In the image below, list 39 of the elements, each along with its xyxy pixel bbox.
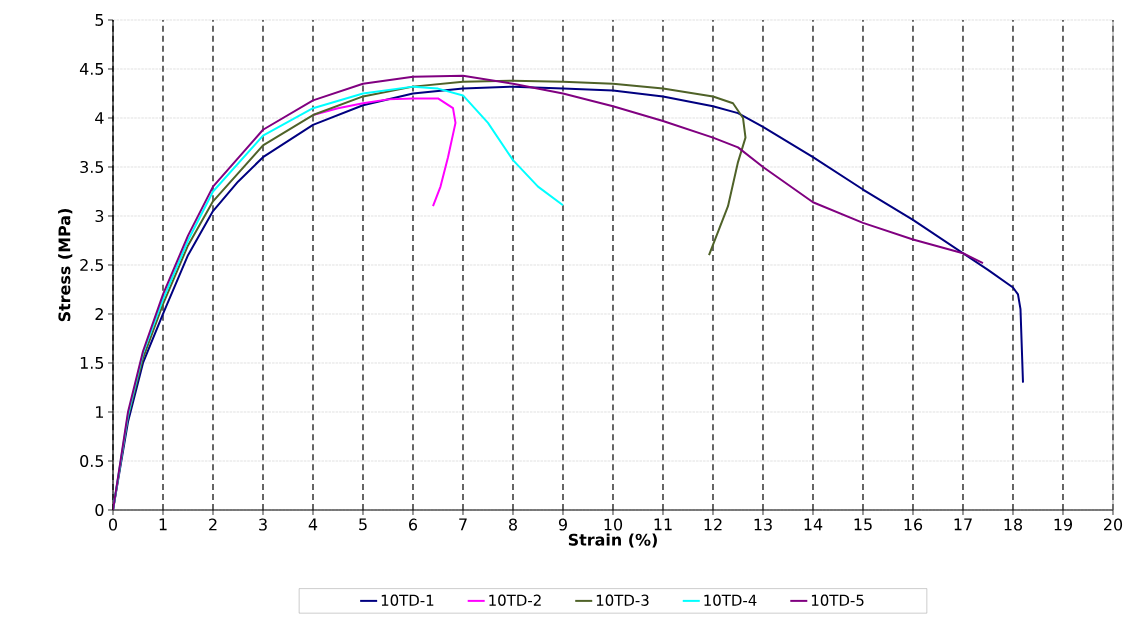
y-tick-label: 1: [96, 406, 104, 418]
legend-label: 10TD-5: [811, 594, 864, 606]
x-axis-title: Strain (%): [568, 533, 657, 548]
x-tick-label: 13: [754, 518, 772, 531]
y-tick-label: 2: [95, 308, 103, 320]
x-tick-label: 9: [558, 518, 567, 531]
x-tick-label: 18: [1004, 518, 1023, 531]
x-tick-label: 8: [509, 518, 517, 531]
x-tick-label: 4: [308, 518, 318, 531]
y-tick-label: 4.5: [79, 63, 104, 75]
legend-label: 10TD-3: [596, 594, 649, 606]
y-tick-label: 2.5: [80, 258, 104, 272]
y-tick-label: 0: [95, 503, 104, 517]
y-tick-label: 3.5: [80, 160, 104, 174]
y-axis-title: Stress (MPa): [58, 208, 73, 322]
x-tick-label: 1: [159, 518, 167, 531]
x-tick-label: 10: [604, 518, 623, 531]
x-tick-label: 20: [1104, 518, 1123, 531]
x-tick-label: 14: [804, 518, 823, 531]
x-tick-label: 7: [459, 518, 467, 531]
legend-label: 10TD-2: [489, 594, 541, 606]
x-tick-label: 11: [654, 518, 672, 531]
x-tick-label: 3: [259, 518, 267, 531]
x-tick-label: 19: [1054, 518, 1072, 531]
x-tick-label: 12: [704, 518, 722, 531]
x-tick-label: 0: [108, 518, 118, 531]
y-tick-label: 1.5: [80, 357, 104, 369]
y-tick-label: 4: [95, 112, 104, 124]
legend-label: 10TD-1: [381, 594, 434, 606]
x-tick-label: 5: [359, 518, 367, 531]
y-tick-label: 3: [95, 209, 104, 223]
x-tick-label: 2: [209, 518, 217, 531]
legend-label: 10TD-4: [704, 594, 757, 606]
y-tick-label: 5: [95, 14, 104, 26]
x-tick-label: 15: [854, 518, 872, 531]
y-tick-label: 0.5: [80, 454, 104, 468]
x-tick-label: 6: [409, 518, 418, 531]
x-tick-label: 16: [904, 518, 923, 531]
x-tick-label: 17: [954, 518, 972, 531]
